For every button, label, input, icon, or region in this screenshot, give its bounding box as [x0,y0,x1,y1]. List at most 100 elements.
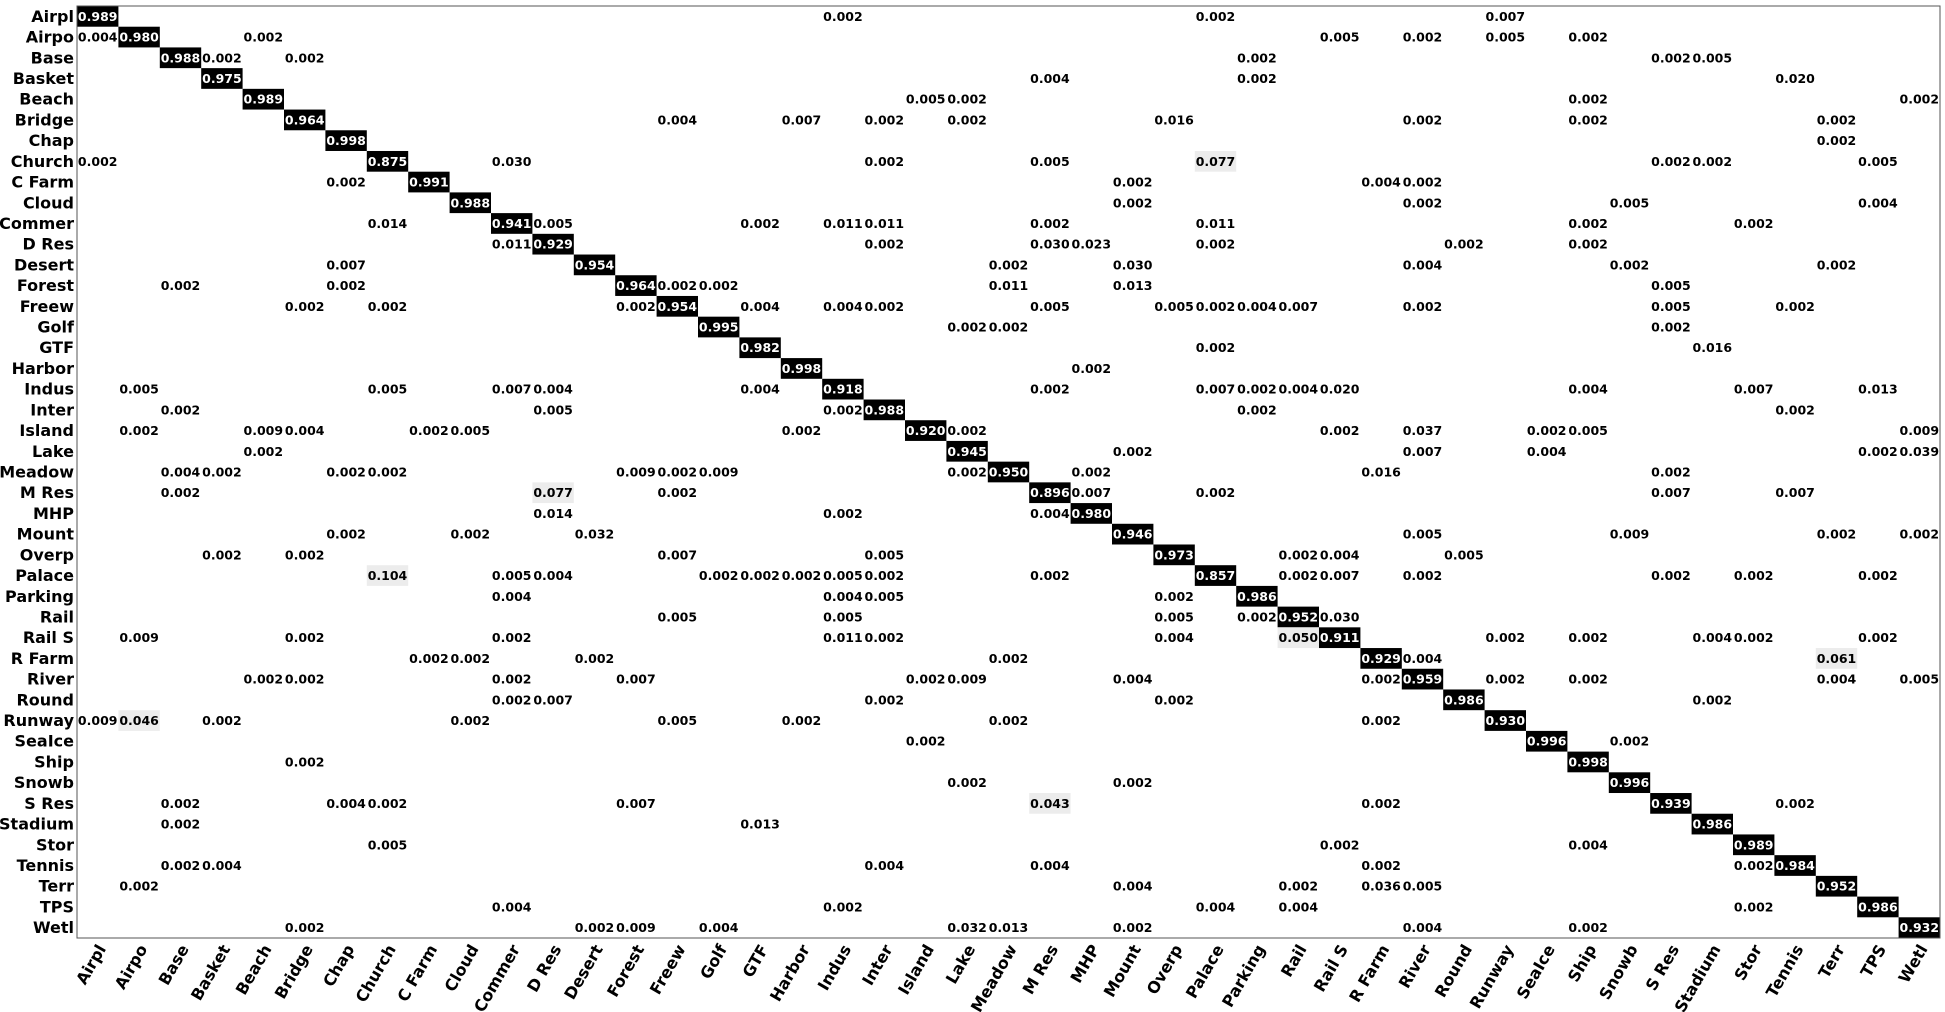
heatmap-cell: 0.002 [1196,299,1236,314]
heatmap-cell: 0.002 [1900,527,1940,542]
heatmap-cell: 0.002 [1775,299,1815,314]
cell-value-label: 0.002 [161,278,201,293]
heatmap-cell: 0.014 [368,216,408,231]
cell-value-label: 0.005 [823,568,863,583]
cell-value-label: 0.929 [1361,651,1401,666]
heatmap-cell: 0.004 [1113,672,1153,687]
heatmap-cell: 0.004 [1817,672,1857,687]
heatmap-cell: 0.007 [1486,9,1526,24]
cell-value-label: 0.002 [1775,402,1815,417]
cell-value-label: 0.002 [989,257,1029,272]
heatmap-cell: 0.004 [1361,175,1401,190]
heatmap-cell: 0.036 [1361,879,1401,894]
cell-value-label: 0.002 [1403,568,1443,583]
heatmap-cell: 0.077 [1194,150,1237,172]
cell-value-label: 0.009 [1900,423,1940,438]
cell-value-label: 0.002 [285,299,325,314]
heatmap-cell: 0.004 [1279,382,1319,397]
cell-value-label: 0.939 [1651,796,1691,811]
cell-value-label: 0.002 [492,672,532,687]
cell-value-label: 0.030 [1113,257,1153,272]
heatmap-cell: 0.986 [1857,896,1899,918]
y-tick-label: Inter [30,400,74,419]
cell-value-label: 0.009 [616,465,656,480]
cell-value-label: 0.002 [1030,382,1070,397]
y-tick-label: Airpl [31,7,74,26]
heatmap-cell: 0.005 [1154,609,1194,624]
heatmap-cell: 0.950 [987,461,1030,483]
heatmap-cell: 0.986 [1236,585,1278,607]
heatmap-cell: 0.995 [698,316,740,338]
cell-value-label: 0.009 [78,713,118,728]
y-tick-label: GTF [39,338,74,357]
heatmap-cell: 0.002 [161,485,201,500]
heatmap-cell: 0.005 [368,382,408,397]
cell-value-label: 0.002 [202,713,242,728]
cell-value-label: 0.013 [740,817,780,832]
heatmap-cell: 0.986 [1443,689,1485,711]
heatmap-cell: 0.005 [1900,672,1940,687]
cell-value-label: 0.002 [285,630,325,645]
cell-value-label: 0.964 [616,278,656,293]
heatmap-cell: 0.896 [1029,482,1071,504]
heatmap-cell: 0.002 [244,444,284,459]
heatmap-cell-fill [408,171,450,193]
cell-value-label: 0.005 [1651,278,1691,293]
cell-value-label: 0.005 [1154,299,1194,314]
cell-value-label: 0.002 [1072,361,1112,376]
cell-value-label: 0.982 [740,340,780,355]
heatmap-cell: 0.002 [1237,71,1277,86]
y-tick-label: Basket [13,69,75,88]
heatmap-cell-fill [1857,896,1899,918]
heatmap-cell: 0.011 [989,278,1029,293]
cell-value-label: 0.002 [699,568,739,583]
cell-value-label: 0.004 [1858,195,1898,210]
cell-value-label: 0.002 [244,444,284,459]
cell-value-label: 0.004 [1320,547,1360,562]
cell-value-label: 0.009 [947,672,987,687]
heatmap-cell: 0.011 [823,216,863,231]
heatmap-cell: 0.002 [740,568,780,583]
heatmap-cell: 0.004 [1030,858,1070,873]
y-tick-label: Terr [39,877,75,896]
cell-value-label: 0.004 [533,568,573,583]
heatmap-cell: 0.002 [1237,50,1277,65]
cell-value-label: 0.002 [1154,692,1194,707]
heatmap-cell: 0.046 [118,710,160,731]
heatmap-cell: 0.005 [1486,30,1526,45]
heatmap-cell: 0.002 [1568,216,1608,231]
cell-value-label: 0.945 [947,444,987,459]
heatmap-cell: 0.002 [782,713,822,728]
cell-value-label: 0.007 [1734,382,1774,397]
heatmap-cell: 0.011 [865,216,905,231]
heatmap-cell: 0.004 [1279,899,1319,914]
cell-value-label: 0.002 [989,713,1029,728]
heatmap-cell: 0.980 [1070,503,1112,524]
cell-value-label: 0.005 [451,423,491,438]
cell-value-label: 0.009 [119,630,159,645]
cell-value-label: 0.002 [1734,858,1774,873]
cell-value-label: 0.007 [533,692,573,707]
cell-value-label: 0.005 [865,589,905,604]
cell-value-label: 0.002 [1651,50,1691,65]
cell-value-label: 0.011 [1196,216,1236,231]
cell-value-label: 0.002 [492,692,532,707]
heatmap-cell: 0.014 [533,506,573,521]
heatmap-cell-fill [987,461,1030,483]
heatmap-cell: 0.002 [368,796,408,811]
heatmap-cell: 0.002 [865,299,905,314]
cell-value-label: 0.007 [492,382,532,397]
cell-value-label: 0.996 [1610,775,1650,790]
cell-value-label: 0.002 [1196,237,1236,252]
cell-value-label: 0.002 [78,154,118,169]
cell-value-label: 0.002 [1361,713,1401,728]
heatmap-cell: 0.002 [1361,858,1401,873]
heatmap-cell-fill [1898,917,1940,938]
heatmap-cell: 0.030 [1030,237,1070,252]
heatmap-cell: 0.930 [1484,710,1526,731]
cell-value-label: 0.011 [989,278,1029,293]
cell-value-label: 0.004 [1568,837,1608,852]
heatmap-cell: 0.002 [782,423,822,438]
heatmap-cell: 0.007 [1279,299,1319,314]
heatmap-cell: 0.013 [989,920,1029,935]
